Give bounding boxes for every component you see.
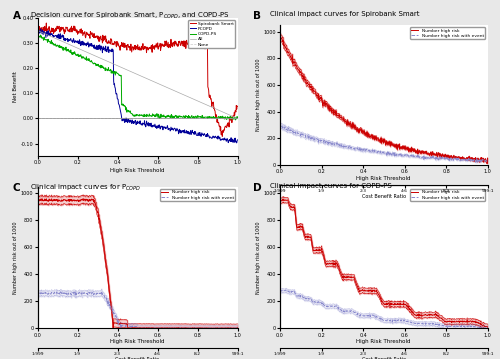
Y-axis label: Number high risk out of 1000: Number high risk out of 1000 bbox=[256, 59, 260, 131]
Line: PCOPD: PCOPD bbox=[38, 29, 237, 143]
X-axis label: High Risk Threshold: High Risk Threshold bbox=[356, 339, 411, 344]
Text: Clinical impact curves for COPD-PS: Clinical impact curves for COPD-PS bbox=[270, 183, 392, 189]
Line: COPD-PS: COPD-PS bbox=[38, 35, 237, 120]
Text: D: D bbox=[252, 183, 261, 193]
X-axis label: Cost Benefit Ratio: Cost Benefit Ratio bbox=[362, 358, 406, 359]
PCOPD bbox=[230, 140, 236, 144]
None bbox=[154, 116, 160, 121]
None bbox=[198, 116, 204, 121]
Spirobank Smart bbox=[230, 115, 236, 119]
Legend: Spirobank Smart, PCOPD, COPD-PS, All, None: Spirobank Smart, PCOPD, COPD-PS, All, No… bbox=[188, 20, 236, 48]
All bbox=[198, 101, 204, 105]
X-axis label: High Risk Threshold: High Risk Threshold bbox=[356, 176, 411, 181]
None bbox=[130, 116, 136, 121]
X-axis label: High Risk Threshold: High Risk Threshold bbox=[110, 168, 165, 173]
COPD-PS bbox=[154, 111, 160, 116]
Spirobank Smart bbox=[34, 29, 40, 33]
All bbox=[130, 70, 136, 74]
PCOPD bbox=[234, 138, 240, 142]
Text: C: C bbox=[12, 183, 20, 193]
COPD-PS bbox=[130, 113, 136, 117]
PCOPD bbox=[38, 27, 44, 31]
COPD-PS bbox=[34, 34, 40, 39]
Text: A: A bbox=[12, 11, 20, 21]
Spirobank Smart bbox=[130, 45, 136, 50]
Line: Spirobank Smart: Spirobank Smart bbox=[38, 23, 237, 136]
Text: Clinical impact curves for Spirobank Smart: Clinical impact curves for Spirobank Sma… bbox=[270, 11, 420, 17]
Legend: Number high risk, Number high risk with event: Number high risk, Number high risk with … bbox=[410, 27, 486, 39]
Spirobank Smart bbox=[143, 46, 149, 50]
Spirobank Smart bbox=[154, 45, 160, 50]
COPD-PS bbox=[143, 115, 149, 119]
Legend: Number high risk, Number high risk with event: Number high risk, Number high risk with … bbox=[410, 189, 486, 201]
PCOPD bbox=[130, 120, 136, 124]
All bbox=[154, 81, 160, 85]
Spirobank Smart bbox=[44, 21, 50, 25]
COPD-PS bbox=[199, 115, 205, 120]
None bbox=[34, 116, 40, 121]
All bbox=[230, 114, 235, 118]
None bbox=[130, 116, 136, 121]
COPD-PS bbox=[234, 115, 240, 119]
All bbox=[234, 116, 240, 121]
PCOPD bbox=[199, 131, 205, 135]
All bbox=[130, 71, 136, 75]
None bbox=[142, 116, 148, 121]
X-axis label: Cost Benefit Ratio: Cost Benefit Ratio bbox=[362, 194, 406, 199]
Spirobank Smart bbox=[234, 104, 240, 108]
COPD-PS bbox=[230, 117, 236, 121]
Spirobank Smart bbox=[199, 37, 205, 41]
Spirobank Smart bbox=[220, 134, 226, 139]
COPD-PS bbox=[35, 33, 41, 37]
Spirobank Smart bbox=[131, 45, 137, 50]
Y-axis label: Number high risk out of 1000: Number high risk out of 1000 bbox=[13, 222, 18, 294]
X-axis label: Cost Benefit Ratio: Cost Benefit Ratio bbox=[116, 358, 160, 359]
PCOPD bbox=[154, 125, 160, 129]
Text: Decision curve for Spirobank Smart, P$_{COPD}$, and COPD-PS: Decision curve for Spirobank Smart, P$_{… bbox=[30, 11, 230, 21]
Text: B: B bbox=[252, 11, 260, 21]
All bbox=[142, 76, 148, 80]
Y-axis label: Net Benefit: Net Benefit bbox=[13, 71, 18, 103]
X-axis label: High Risk Threshold: High Risk Threshold bbox=[110, 339, 165, 344]
PCOPD bbox=[34, 29, 40, 34]
Legend: Number high risk, Number high risk with event: Number high risk, Number high risk with … bbox=[160, 189, 236, 201]
All bbox=[34, 28, 40, 33]
PCOPD bbox=[131, 121, 137, 125]
PCOPD bbox=[234, 141, 239, 145]
PCOPD bbox=[143, 123, 149, 127]
Line: All: All bbox=[38, 31, 237, 118]
COPD-PS bbox=[131, 113, 137, 118]
Text: Clinical impact curves for P$_{COPD}$: Clinical impact curves for P$_{COPD}$ bbox=[30, 183, 141, 193]
None bbox=[234, 116, 240, 121]
COPD-PS bbox=[232, 118, 238, 122]
Y-axis label: Number high risk out of 1000: Number high risk out of 1000 bbox=[256, 222, 260, 294]
None bbox=[230, 116, 235, 121]
